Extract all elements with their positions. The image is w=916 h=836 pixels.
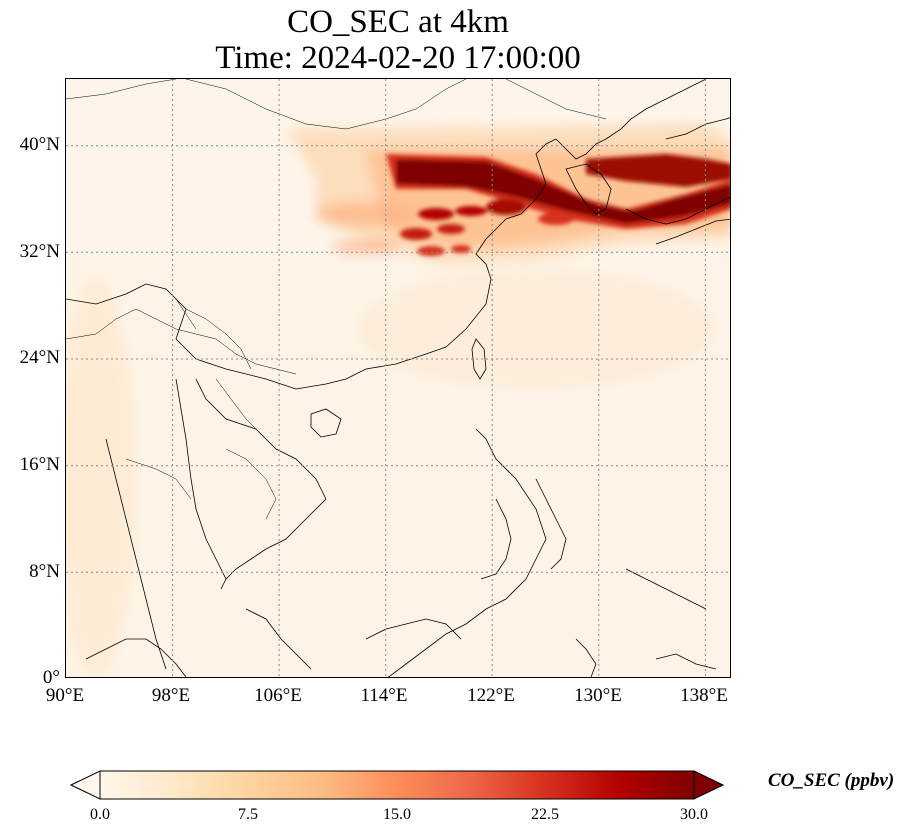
x-tick-label: 90°E (45, 685, 85, 706)
country-borders (66, 79, 607, 520)
x-tick-label: 114°E (360, 685, 408, 706)
colorbar-tick-label: 30.0 (680, 806, 708, 823)
colorbar-ramp (99, 770, 695, 800)
y-tick-label: 32°N (19, 241, 60, 262)
co-plume-high (386, 154, 730, 256)
x-tick-label: 98°E (151, 685, 191, 706)
y-tick-label: 0° (42, 667, 60, 688)
map-panel (65, 78, 731, 678)
y-tick-label: 40°N (19, 134, 60, 155)
y-tick-label: 16°N (19, 454, 60, 475)
colorbar-tick-label: 7.5 (238, 806, 258, 823)
coastlines (66, 79, 730, 677)
colorbar-min-extend (69, 770, 101, 800)
map-title: CO_SEC at 4km (287, 4, 509, 40)
x-tick-label: 122°E (467, 685, 515, 706)
colorbar-graphic (69, 770, 725, 800)
x-tick-label: 130°E (574, 685, 622, 706)
y-tick-label: 8°N (29, 561, 60, 582)
map-subtitle-time: Time: 2024-02-20 17:00:00 (215, 40, 581, 76)
colorbar-max-extend (693, 770, 725, 800)
colorbar (69, 770, 725, 800)
colorbar-tick-label: 22.5 (531, 806, 559, 823)
y-tick-label: 24°N (19, 347, 60, 368)
colorbar-tick-label: 15.0 (383, 806, 411, 823)
map-canvas (66, 79, 730, 677)
x-tick-label: 106°E (254, 685, 302, 706)
colorbar-label: CO_SEC (ppbv) (768, 770, 895, 791)
graticule (66, 79, 730, 677)
colorbar-tick-label: 0.0 (90, 806, 110, 823)
x-tick-label: 138°E (680, 685, 728, 706)
